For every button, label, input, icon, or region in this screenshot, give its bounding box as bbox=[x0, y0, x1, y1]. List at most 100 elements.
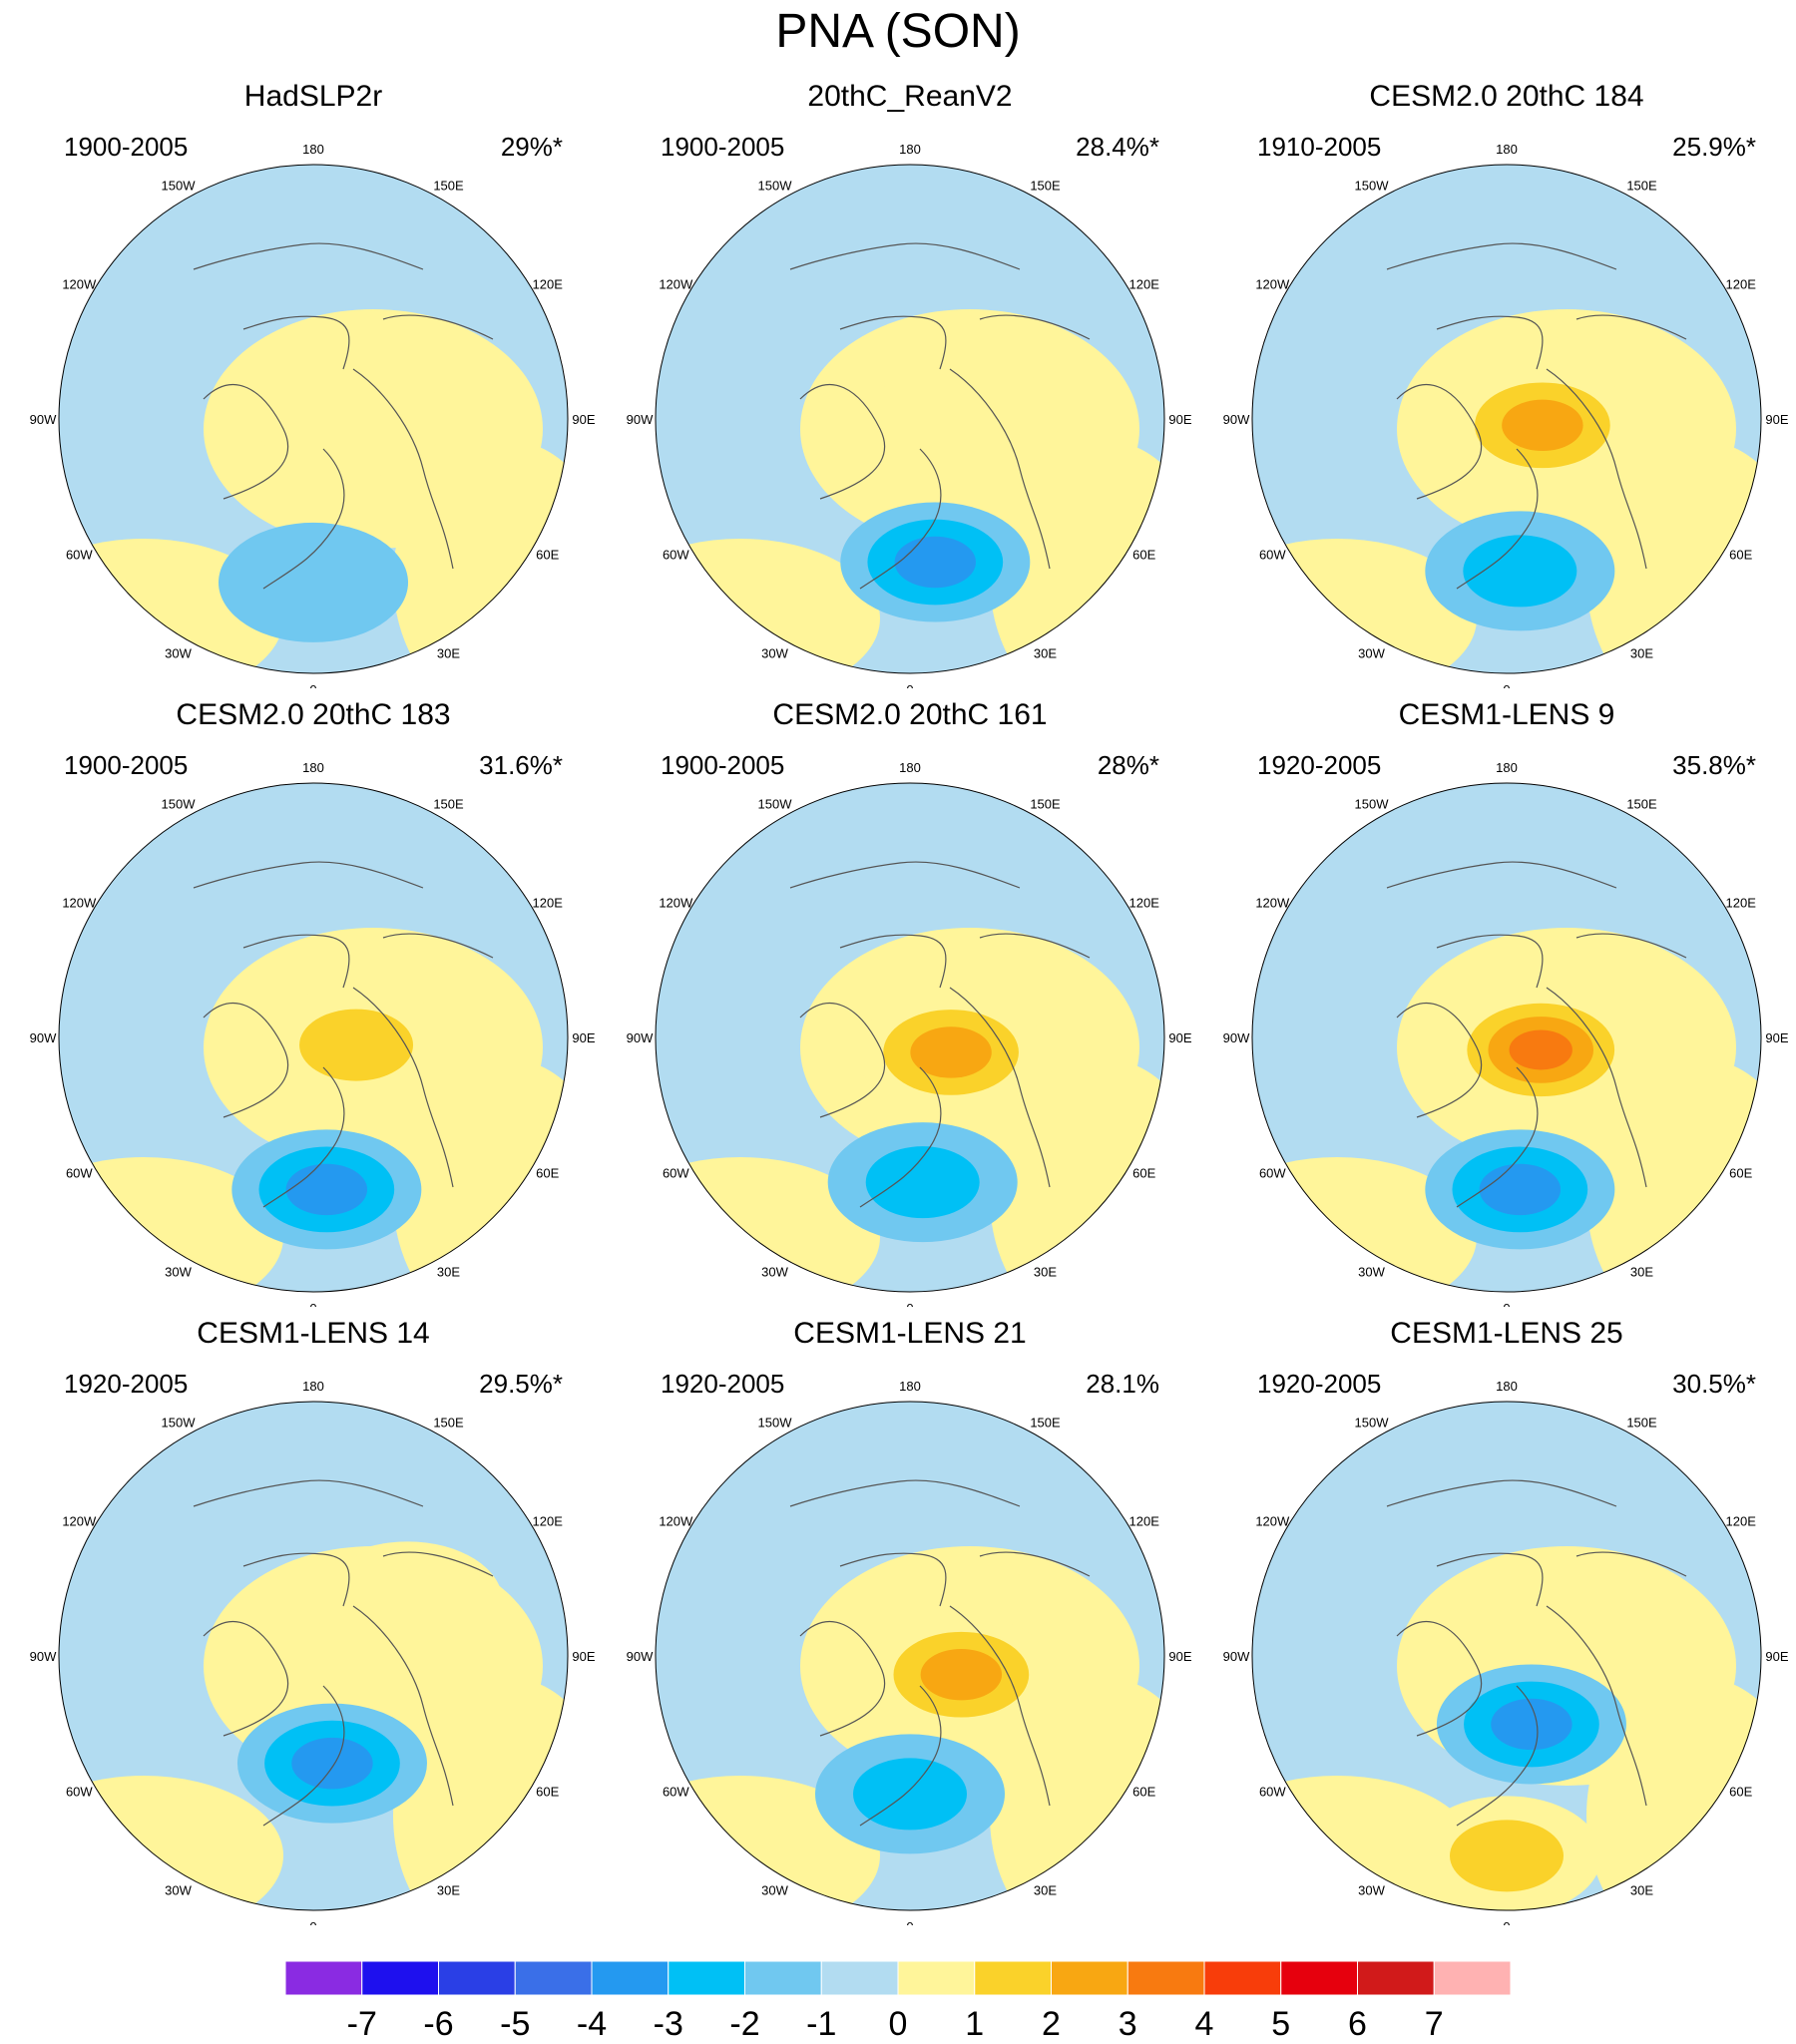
colorbar-tick-label: 7 bbox=[1424, 2005, 1444, 2043]
panel-variance-explained: 25.9%* bbox=[1672, 132, 1756, 162]
coastline bbox=[949, 987, 1051, 1188]
longitude-label: 120E bbox=[533, 277, 564, 292]
longitude-label: 60E bbox=[536, 1785, 559, 1800]
coastline bbox=[262, 448, 345, 590]
panel-variance-explained: 30.5%* bbox=[1672, 1369, 1756, 1399]
longitude-label: 0 bbox=[906, 1919, 913, 1925]
coastline bbox=[1386, 861, 1617, 889]
colorbar-tick-label: 2 bbox=[1042, 2005, 1061, 2043]
longitude-label: 30W bbox=[165, 1265, 192, 1280]
longitude-label: 150W bbox=[162, 1415, 197, 1430]
longitude-label: 120W bbox=[62, 277, 97, 292]
coastline bbox=[1546, 987, 1647, 1188]
coastline bbox=[382, 314, 494, 340]
longitude-label: 60E bbox=[1132, 548, 1155, 563]
map-panel: 180 150E 120E 90E 60E 30E 0 30W 60W 90W 120W 150W CE… bbox=[1217, 1307, 1796, 1925]
coastline bbox=[979, 933, 1091, 959]
coastline bbox=[1396, 383, 1483, 500]
coastline bbox=[352, 987, 454, 1188]
positive-anomaly-contour bbox=[1509, 1029, 1572, 1070]
longitude-label: 120W bbox=[1255, 277, 1290, 292]
panel-period: 1920-2005 bbox=[1257, 1369, 1382, 1399]
longitude-label: 150E bbox=[1626, 1415, 1657, 1430]
colorbar-swatch bbox=[285, 1961, 363, 1996]
longitude-label: 150E bbox=[1030, 178, 1061, 193]
map-border bbox=[655, 1401, 1165, 1911]
longitude-label: 60E bbox=[1132, 1785, 1155, 1800]
colorbar-swatch bbox=[1433, 1961, 1511, 1996]
longitude-label: 30W bbox=[1358, 1883, 1385, 1898]
colorbar-swatch bbox=[668, 1961, 745, 1996]
polar-map: 180 150E 120E 90E 60E 30E 0 30W 60W 90W 120W 150W bbox=[1223, 760, 1789, 1307]
longitude-label: 0 bbox=[1503, 1919, 1510, 1925]
coastline bbox=[789, 242, 1021, 270]
longitude-label: 120E bbox=[1726, 1514, 1757, 1529]
longitude-label: 30E bbox=[437, 1265, 460, 1280]
longitude-label: 30E bbox=[1034, 1883, 1057, 1898]
coastline bbox=[242, 315, 350, 370]
panel-title: CESM2.0 20thC 161 bbox=[772, 698, 1048, 731]
colorbar-swatch bbox=[1357, 1961, 1435, 1996]
map-panel: 180 150E 120E 90E 60E 30E 0 30W 60W 90W 120W 150W CE… bbox=[1217, 70, 1796, 688]
map-border bbox=[655, 782, 1165, 1293]
longitude-label: 60W bbox=[1259, 1785, 1286, 1800]
map-border bbox=[1251, 1401, 1762, 1911]
panel-period: 1920-2005 bbox=[64, 1369, 189, 1399]
map-panel: 180 150E 120E 90E 60E 30E 0 30W 60W 90W 120W 150W CE… bbox=[24, 688, 603, 1307]
longitude-label: 60W bbox=[66, 1166, 93, 1181]
coastline bbox=[193, 242, 424, 270]
longitude-label: 120W bbox=[62, 1514, 97, 1529]
longitude-label: 30W bbox=[165, 1883, 192, 1898]
longitude-label: 150W bbox=[1355, 796, 1390, 811]
longitude-label: 180 bbox=[899, 142, 921, 157]
polar-map: 180 150E 120E 90E 60E 30E 0 30W 60W 90W 120W 150W bbox=[30, 1379, 596, 1925]
longitude-label: 30W bbox=[1358, 1265, 1385, 1280]
colorbar-tick-label: -6 bbox=[423, 2005, 454, 2043]
longitude-label: 150E bbox=[1626, 178, 1657, 193]
longitude-label: 90E bbox=[1168, 1030, 1191, 1045]
panel-variance-explained: 35.8%* bbox=[1672, 750, 1756, 780]
coastline bbox=[789, 861, 1021, 889]
longitude-label: 150E bbox=[1030, 1415, 1061, 1430]
longitude-label: 90E bbox=[572, 412, 595, 427]
longitude-label: 180 bbox=[302, 760, 324, 775]
longitude-label: 150E bbox=[433, 796, 464, 811]
longitude-label: 60W bbox=[663, 1166, 689, 1181]
coastline bbox=[839, 1552, 947, 1607]
colorbar-tick-label: 4 bbox=[1194, 2005, 1214, 2043]
longitude-label: 30W bbox=[761, 1883, 788, 1898]
coastline bbox=[203, 383, 289, 500]
longitude-label: 30E bbox=[1630, 1883, 1653, 1898]
longitude-label: 90W bbox=[30, 1030, 57, 1045]
longitude-label: 90W bbox=[1223, 1649, 1250, 1664]
longitude-label: 0 bbox=[309, 682, 316, 688]
longitude-label: 180 bbox=[1496, 142, 1518, 157]
coastline bbox=[193, 861, 424, 889]
map-panel: 180 150E 120E 90E 60E 30E 0 30W 60W 90W 120W 150W CE… bbox=[1217, 688, 1796, 1307]
colorbar-swatch bbox=[744, 1961, 822, 1996]
positive-anomaly-contour bbox=[299, 1009, 414, 1081]
longitude-label: 150E bbox=[433, 178, 464, 193]
longitude-label: 120E bbox=[1726, 896, 1757, 911]
map-border bbox=[58, 164, 569, 674]
coastline bbox=[242, 934, 350, 989]
map-panel: 180 150E 120E 90E 60E 30E 0 30W 60W 90W 120W 150W 20… bbox=[621, 70, 1199, 688]
longitude-label: 120W bbox=[659, 1514, 693, 1529]
colorbar-tick-label: -3 bbox=[653, 2005, 683, 2043]
panel-title: CESM2.0 20thC 183 bbox=[176, 698, 451, 731]
coastline bbox=[1386, 242, 1617, 270]
longitude-label: 150W bbox=[758, 1415, 793, 1430]
coastline bbox=[1396, 1002, 1483, 1118]
positive-anomaly-contour bbox=[869, 359, 1060, 479]
colorbar-swatch bbox=[1051, 1961, 1128, 1996]
colorbar-tick-label: -5 bbox=[500, 2005, 531, 2043]
longitude-label: 180 bbox=[1496, 760, 1518, 775]
longitude-label: 90W bbox=[1223, 412, 1250, 427]
longitude-label: 60E bbox=[536, 548, 559, 563]
panel-period: 1900-2005 bbox=[64, 132, 189, 162]
longitude-label: 150W bbox=[1355, 1415, 1390, 1430]
coastline bbox=[1396, 1620, 1483, 1737]
coastline bbox=[979, 1551, 1091, 1577]
colorbar-swatch bbox=[1203, 1961, 1282, 1996]
longitude-label: 150E bbox=[1030, 796, 1061, 811]
